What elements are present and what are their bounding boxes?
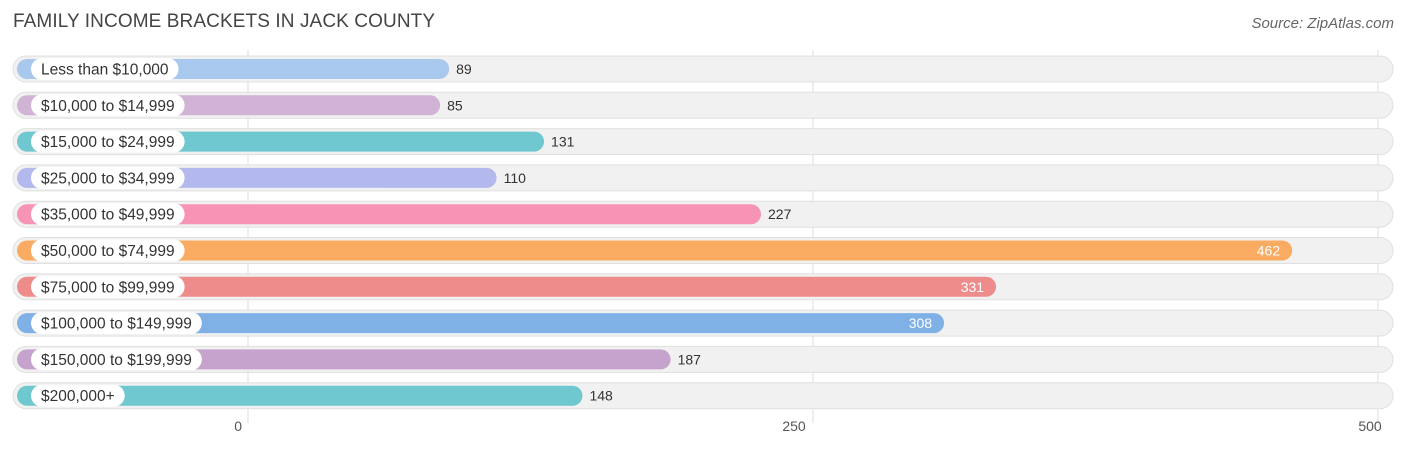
category-label-pill <box>31 348 202 371</box>
category-label: Less than $10,000 <box>41 62 169 79</box>
x-tick-label: 250 <box>782 418 806 434</box>
bar <box>17 276 997 297</box>
value-label: 462 <box>1257 243 1281 259</box>
category-label: $35,000 to $49,999 <box>41 207 175 224</box>
category-label-pill <box>31 275 185 298</box>
value-label: 227 <box>768 206 792 222</box>
category-label-pill <box>31 312 202 335</box>
value-label: 110 <box>504 170 527 186</box>
bar <box>17 313 945 334</box>
category-label: $150,000 to $199,999 <box>41 352 192 369</box>
category-label: $10,000 to $14,999 <box>41 98 175 115</box>
category-label: $75,000 to $99,999 <box>41 279 175 296</box>
bar-row: $10,000 to $14,999 85 <box>12 91 1394 119</box>
category-label-pill <box>31 94 185 117</box>
chart-title: FAMILY INCOME BRACKETS IN JACK COUNTY <box>13 11 436 32</box>
x-tick-label: 0 <box>234 418 242 434</box>
bar-row: $35,000 to $49,999 227 <box>12 200 1394 228</box>
category-label: $200,000+ <box>41 388 115 405</box>
bar <box>17 204 762 225</box>
category-label-pill <box>31 239 185 262</box>
value-label: 89 <box>456 61 472 77</box>
category-label: $25,000 to $34,999 <box>41 170 175 187</box>
bar <box>17 240 1293 261</box>
bar-row: $150,000 to $199,999 187 <box>12 345 1394 373</box>
bar-rows: Less than $10,000 89$10,000 to $14,999 85$… <box>12 55 1394 410</box>
bar-row: $75,000 to $99,999 331 <box>12 273 1394 301</box>
category-label-pill <box>31 384 125 407</box>
value-label: 308 <box>909 315 933 331</box>
value-label: 85 <box>447 97 463 113</box>
category-label-pill <box>31 166 185 189</box>
category-label: $50,000 to $74,999 <box>41 243 175 260</box>
bar-row: $200,000+ 148 <box>12 382 1394 410</box>
chart-source: Source: ZipAtlas.com <box>1251 15 1394 32</box>
bar-row: $50,000 to $74,999 462 <box>12 237 1394 264</box>
bar-row: $100,000 to $149,999 308 <box>12 309 1394 337</box>
value-label: 148 <box>589 388 613 404</box>
bar-row: $15,000 to $24,999 131 <box>12 128 1394 156</box>
category-label-pill <box>31 203 185 226</box>
category-label: $15,000 to $24,999 <box>41 134 175 151</box>
category-label-pill <box>31 58 179 80</box>
value-label: 187 <box>678 351 702 367</box>
category-label-pill <box>31 130 185 153</box>
x-tick-label: 500 <box>1358 418 1382 434</box>
bar-row: Less than $10,000 89 <box>12 55 1394 83</box>
x-axis-ticks: 0 250 500 <box>234 418 1382 434</box>
bar-row: $25,000 to $34,999 110 <box>12 164 1394 192</box>
value-label: 331 <box>961 279 985 295</box>
value-label: 131 <box>551 134 575 150</box>
bar <box>17 385 583 406</box>
category-label: $100,000 to $149,999 <box>41 316 192 333</box>
